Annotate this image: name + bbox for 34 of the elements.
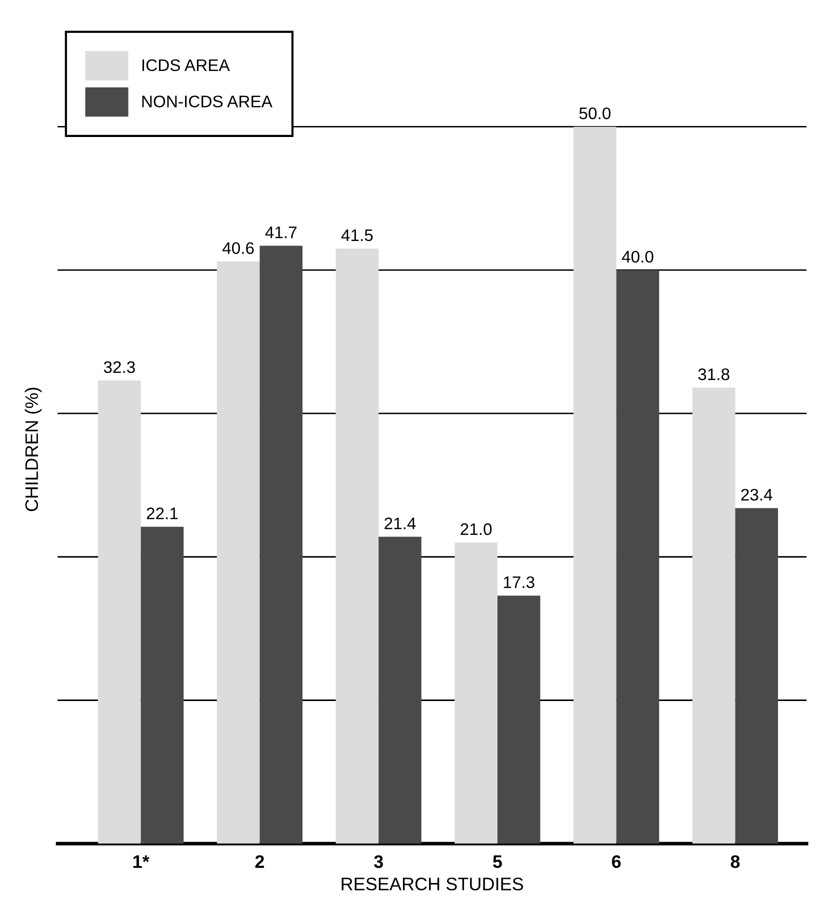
bar [735,508,778,844]
bar [260,246,302,844]
bar [140,526,184,844]
x-tick-label: 1* [133,855,150,868]
bar [336,248,379,844]
data-label: 50.0 [579,107,611,120]
x-tick-label: 2 [255,855,264,868]
data-label: 21.0 [460,523,492,536]
x-tick-label: 3 [374,855,383,868]
data-label: 22.1 [146,507,178,520]
legend-label: ICDS AREA [142,59,230,72]
x-axis-title: RESEARCH STUDIES [342,878,524,890]
bar [497,596,540,844]
x-tick-label: 6 [612,855,621,868]
bar [616,270,660,844]
x-tick-label: 5 [492,855,502,868]
data-label: 31.8 [698,368,730,380]
legend-label: NON-ICDS AREA [142,96,272,108]
x-tick-label: 8 [730,855,740,868]
bar [692,388,736,844]
data-label: 32.3 [104,361,135,374]
data-label: 17.3 [504,576,534,588]
y-axis-title: CHILDREN (%) [24,388,42,512]
data-label: 41.5 [341,230,373,242]
data-label: 40.6 [222,242,254,254]
bar [574,126,616,844]
data-label: 21.4 [384,518,416,530]
bar [378,536,422,844]
bar [454,542,498,844]
data-label: 41.7 [265,226,296,238]
bar [98,380,141,844]
data-label: 23.4 [741,488,772,501]
bar [216,261,260,844]
data-label: 40.0 [622,250,654,263]
